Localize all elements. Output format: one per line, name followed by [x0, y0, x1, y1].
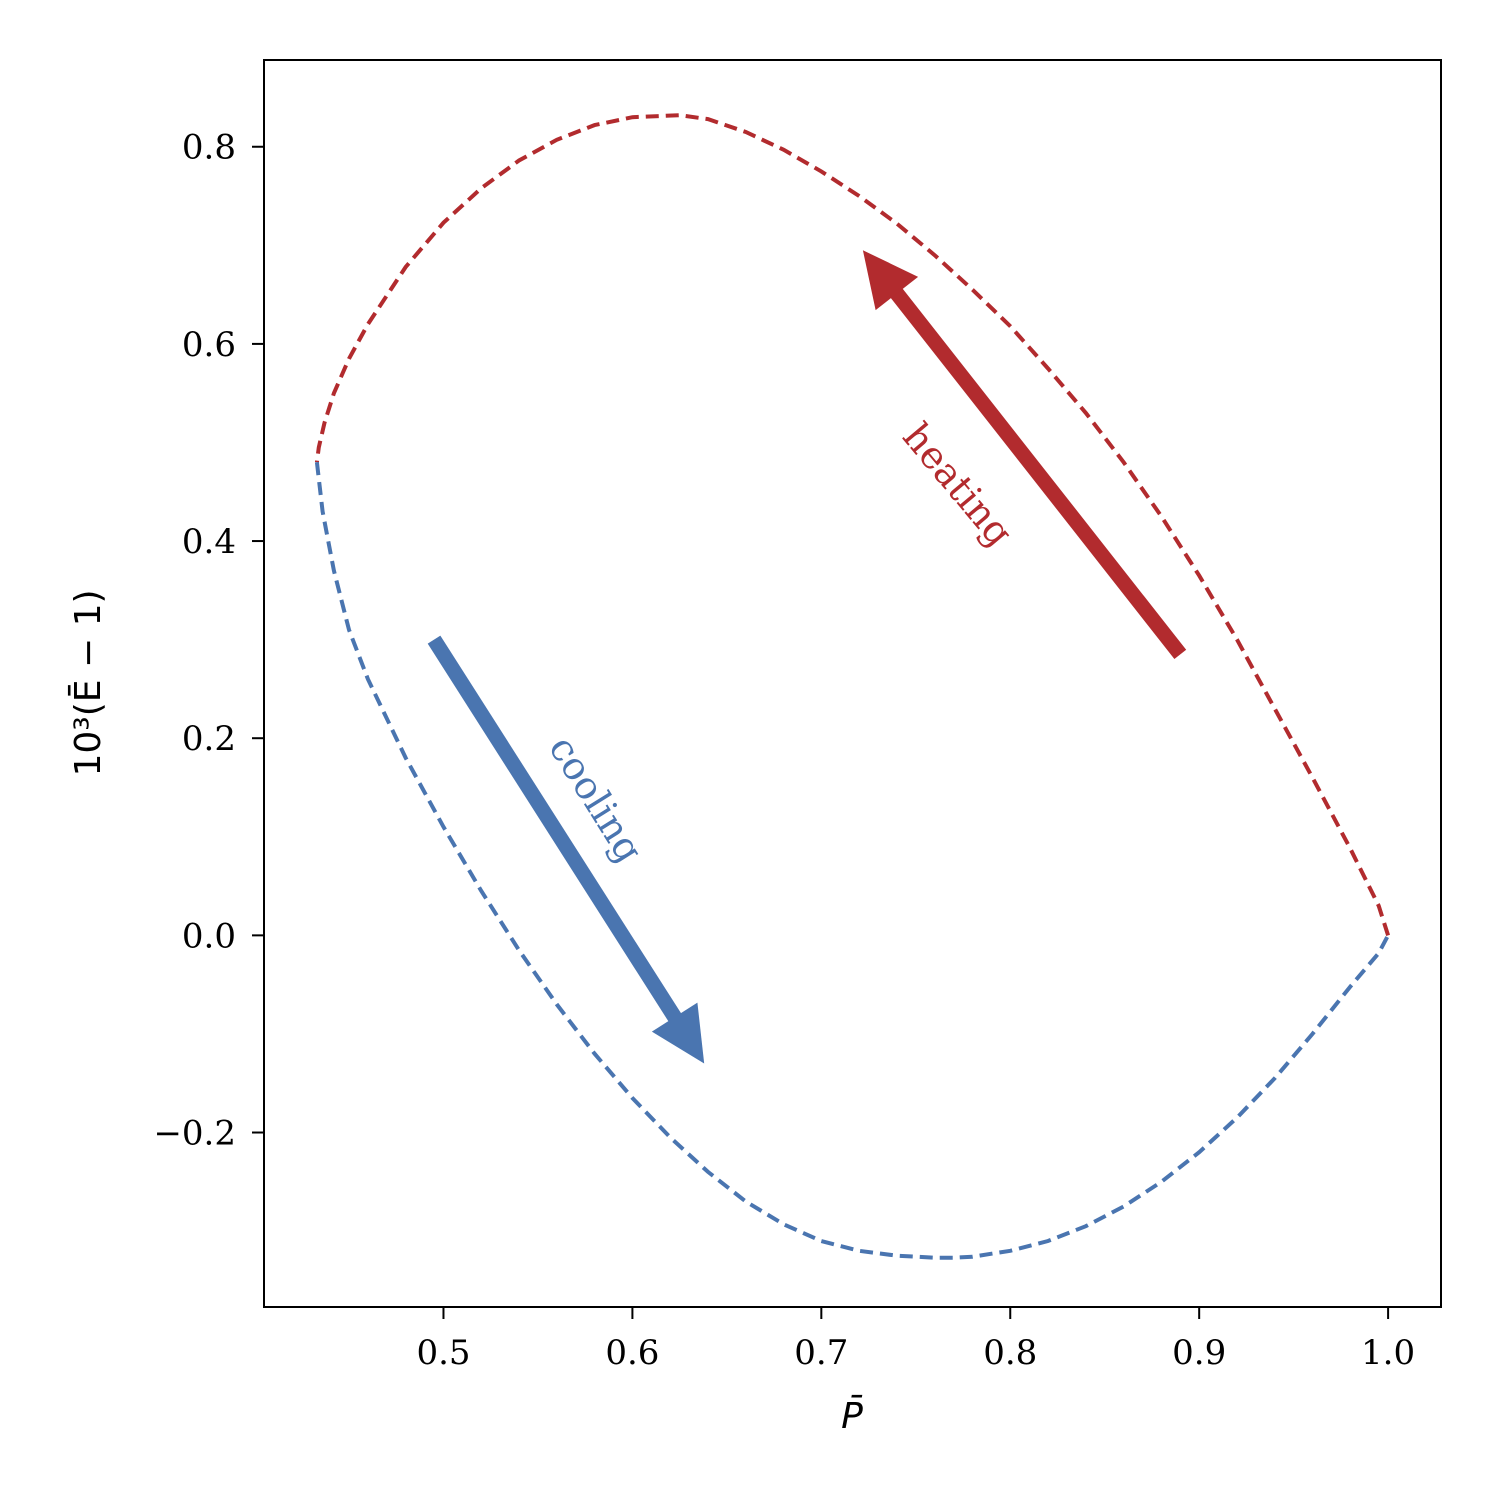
annotation-arrow-shaft-0 — [889, 287, 1187, 660]
y-tick-label: 0.0 — [182, 916, 236, 956]
annotation-arrow-head-1 — [651, 1002, 705, 1064]
annotation-arrow-shaft-1 — [427, 635, 683, 1023]
plot-content — [314, 113, 1391, 1260]
x-tick-label: 0.5 — [416, 1333, 470, 1373]
axes-layer: 0.5 0.6 0.7 0.8 0.9 1.0 −0.2 0.0 0.2 0.4 0.6 0.8 — [153, 128, 1415, 1373]
y-tick-label: 0.2 — [182, 719, 236, 759]
y-tick-label: −0.2 — [153, 1114, 236, 1154]
y-tick-label: 0.6 — [182, 325, 236, 365]
y-axis-label: 10³(Ē − 1) — [68, 589, 109, 776]
series-line-1 — [314, 461, 1390, 1260]
x-tick-label: 1.0 — [1361, 1333, 1415, 1373]
x-tick-label: 0.9 — [1172, 1333, 1226, 1373]
x-tick-label: 0.8 — [983, 1333, 1037, 1373]
series-line-0 — [314, 113, 1391, 937]
annotation-arrow-head-0 — [862, 250, 919, 311]
y-tick-label: 0.4 — [182, 522, 236, 562]
x-axis-label: P̄ — [841, 1394, 863, 1437]
x-tick-label: 0.7 — [794, 1333, 848, 1373]
x-tick-label: 0.6 — [605, 1333, 659, 1373]
plot-frame — [263, 59, 1442, 1308]
y-tick-label: 0.8 — [182, 128, 236, 168]
